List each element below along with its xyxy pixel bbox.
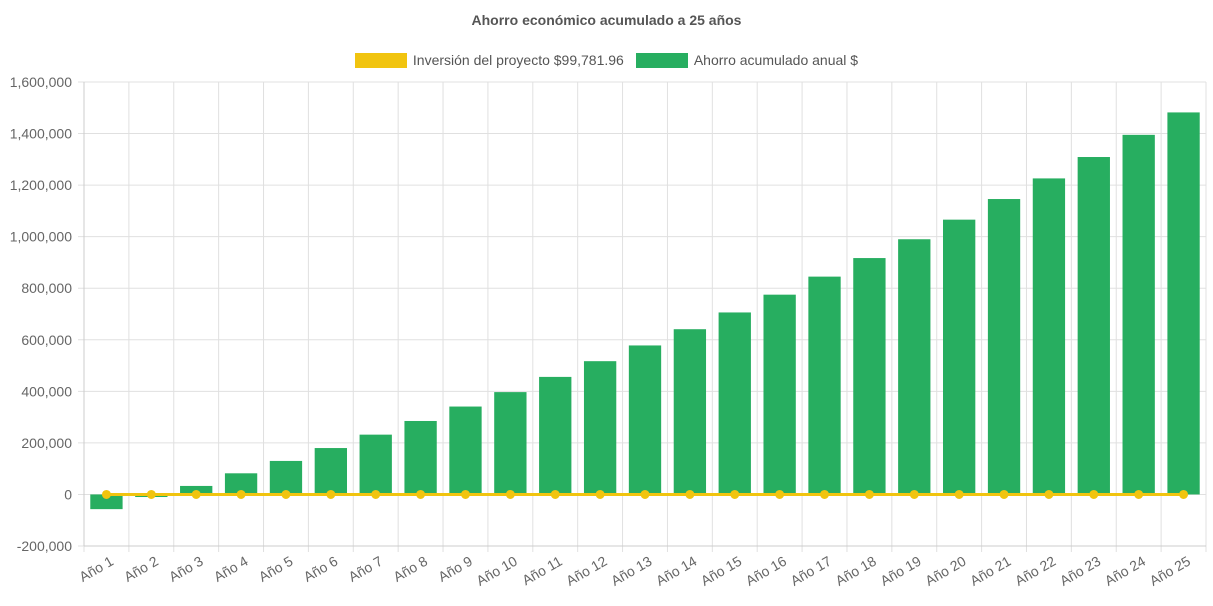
x-tick-label: Año 13	[608, 553, 655, 589]
investment-point-20	[954, 489, 964, 499]
bar-año-7	[359, 434, 392, 495]
bar-año-20	[943, 219, 976, 495]
legend-swatch-savings	[635, 52, 688, 68]
legend-item-savings[interactable]: Ahorro acumulado anual $	[635, 52, 859, 68]
x-tick-label: Año 22	[1012, 553, 1059, 589]
y-tick-label: 400,000	[21, 383, 72, 399]
x-tick-label: Año 6	[301, 553, 341, 585]
x-tick-label: Año 23	[1057, 553, 1104, 589]
y-tick-label: 1,000,000	[10, 229, 72, 245]
legend-swatch-investment	[354, 52, 407, 68]
y-tick-label: 800,000	[21, 280, 72, 296]
bar-año-19	[898, 239, 931, 495]
legend-label-savings: Ahorro acumulado anual $	[693, 52, 859, 68]
bar-año-10	[494, 392, 527, 495]
x-tick-label: Año 3	[166, 553, 206, 585]
bar-año-6	[314, 448, 347, 495]
investment-point-11	[550, 489, 560, 499]
legend: Inversión del proyecto $99,781.96 Ahorro…	[0, 52, 1213, 68]
x-tick-label: Año 25	[1147, 553, 1194, 589]
y-tick-label: 0	[64, 486, 72, 502]
bar-año-5	[269, 460, 303, 495]
bar-año-21	[987, 199, 1021, 495]
investment-point-4	[236, 489, 246, 499]
x-tick-label: Año 16	[743, 553, 790, 589]
x-tick-label: Año 9	[435, 553, 475, 585]
investment-point-16	[775, 489, 785, 499]
y-tick-label: 600,000	[21, 332, 72, 348]
x-tick-label: Año 17	[788, 553, 835, 589]
bar-año-1	[90, 494, 123, 510]
y-tick-label: 200,000	[21, 435, 72, 451]
x-tick-label: Año 18	[832, 553, 879, 589]
x-tick-label: Año 24	[1102, 553, 1149, 589]
investment-point-18	[864, 489, 874, 499]
y-tick-label: 1,600,000	[10, 74, 72, 90]
x-tick-label: Año 14	[653, 553, 700, 589]
x-tick-label: Año 11	[519, 553, 565, 589]
bar-año-14	[673, 329, 707, 495]
x-tick-label: Año 15	[698, 553, 745, 589]
x-tick-label: Año 5	[256, 553, 296, 585]
chart-title: Ahorro económico acumulado a 25 años	[471, 12, 742, 28]
x-tick-label: Año 7	[346, 553, 386, 585]
bar-año-13	[628, 345, 662, 495]
x-tick-label: Año 1	[76, 553, 116, 585]
investment-point-12	[595, 489, 605, 499]
investment-point-14	[685, 489, 695, 499]
investment-point-3	[191, 489, 201, 499]
x-tick-label: Año 10	[473, 553, 520, 589]
investment-point-23	[1089, 489, 1099, 499]
investment-point-22	[1044, 489, 1054, 499]
y-tick-label: 1,200,000	[10, 177, 72, 193]
x-tick-label: Año 19	[877, 553, 924, 589]
investment-point-19	[909, 489, 919, 499]
x-tick-label: Año 4	[211, 553, 251, 585]
bar-año-8	[404, 420, 437, 495]
bar-año-22	[1032, 178, 1066, 495]
investment-point-7	[371, 489, 381, 499]
investment-point-10	[505, 489, 515, 499]
x-tick-label: Año 8	[390, 553, 430, 585]
bar-año-25	[1167, 112, 1200, 495]
investment-point-13	[640, 489, 650, 499]
investment-point-15	[730, 489, 740, 499]
investment-point-5	[281, 489, 291, 499]
x-tick-label: Año 2	[121, 553, 161, 585]
bar-año-11	[539, 376, 572, 495]
investment-point-21	[999, 489, 1009, 499]
legend-label-investment: Inversión del proyecto $99,781.96	[412, 52, 624, 68]
bar-año-15	[718, 312, 751, 495]
x-tick-label: Año 12	[563, 553, 610, 589]
bar-año-4	[224, 473, 258, 495]
bar-año-18	[853, 258, 886, 495]
investment-point-8	[416, 489, 426, 499]
investment-point-1	[101, 489, 111, 499]
bar-año-9	[449, 406, 482, 495]
bar-año-17	[808, 276, 841, 495]
investment-point-24	[1134, 489, 1144, 499]
bar-año-16	[763, 294, 796, 495]
investment-point-2	[146, 489, 156, 499]
bar-año-23	[1077, 157, 1110, 495]
bar-año-12	[583, 361, 617, 495]
bar-año-24	[1122, 134, 1155, 495]
investment-point-25	[1179, 489, 1189, 499]
investment-point-6	[326, 489, 336, 499]
legend-item-investment[interactable]: Inversión del proyecto $99,781.96	[354, 52, 624, 68]
y-tick-label: -200,000	[17, 538, 72, 554]
x-tick-label: Año 21	[967, 553, 1014, 589]
x-tick-label: Año 20	[922, 553, 969, 589]
investment-point-17	[820, 489, 830, 499]
y-tick-label: 1,400,000	[10, 126, 72, 142]
investment-point-9	[460, 489, 470, 499]
